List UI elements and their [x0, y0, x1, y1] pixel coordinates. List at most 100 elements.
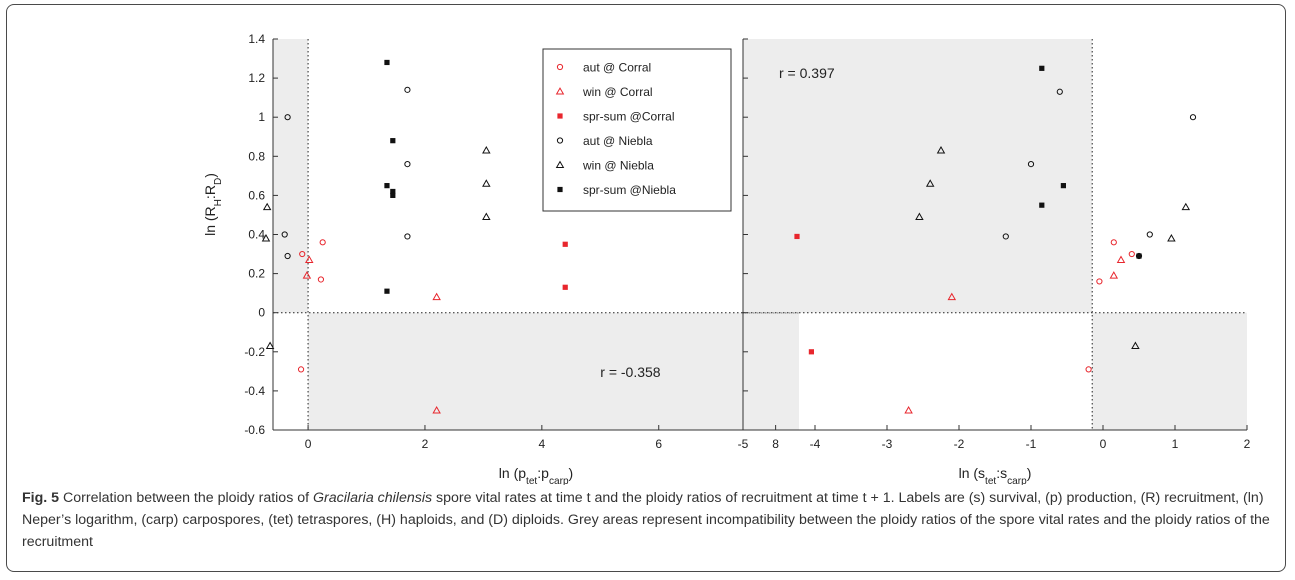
data-point	[482, 179, 491, 187]
data-point	[281, 231, 288, 238]
data-point	[302, 271, 312, 279]
x-tick-label: 8	[772, 437, 779, 451]
caption-species: Gracilaria chilensis	[313, 490, 433, 506]
x-axis-label: ln (ptet:pcarp)	[499, 465, 573, 485]
series-aut-niebla	[281, 86, 411, 260]
data-point	[1060, 183, 1066, 189]
data-point	[1146, 231, 1153, 238]
figure-caption: Fig. 5 Correlation between the ploidy ra…	[22, 487, 1282, 553]
data-point	[1002, 233, 1009, 240]
legend-label: aut @ Niebla	[583, 134, 653, 148]
y-tick-label: 0.6	[248, 188, 265, 202]
y-tick-label: -0.4	[244, 384, 265, 398]
data-point	[404, 161, 411, 168]
data-point	[925, 179, 935, 187]
legend-entry: spr-sum @Corral	[557, 110, 675, 124]
series-aut-corral	[1085, 239, 1135, 373]
legend-marker	[557, 113, 563, 119]
data-point	[1039, 202, 1045, 208]
x-tick-label: -4	[810, 437, 821, 451]
y-tick-label: 1	[258, 110, 265, 124]
chart-panel-1: 0 2 4 6 8 1.4 1.2 1 0.8 0.6 0.4 0.2 0 -0.2 -0.4 -0.6 ln …	[202, 32, 799, 485]
shaded-area-bottom-right	[308, 312, 799, 430]
data-point	[390, 188, 396, 195]
data-point	[404, 233, 411, 240]
x-tick-label: 0	[305, 437, 312, 451]
data-point	[384, 183, 390, 189]
data-point	[432, 406, 441, 414]
data-point	[1128, 250, 1135, 258]
shaded-area-bottom-right	[1092, 312, 1247, 430]
x-tick-label: -3	[882, 437, 893, 451]
shaded-area-top-left	[273, 39, 309, 313]
data-point	[1056, 88, 1063, 95]
data-point	[284, 114, 291, 121]
chart-panel-2: -5 -4 -3 -2 -1 0 1 2 ln (stet:scarp) r = 0.397	[738, 38, 1251, 485]
series-win-niebla	[261, 146, 491, 349]
series-spr-sum-corral	[562, 241, 773, 290]
x-tick-label: 0	[1100, 437, 1107, 451]
legend-box	[542, 48, 732, 212]
data-point	[936, 146, 946, 154]
legend-entry: aut @ Niebla	[556, 134, 653, 148]
legend: aut @ Corral win @ Corral spr-sum @Corral a…	[542, 48, 732, 212]
correlation-annotation: r = -0.358	[600, 364, 661, 380]
series-spr-sum-niebla	[1039, 65, 1142, 259]
data-point	[384, 59, 390, 66]
y-tick-label: 1.2	[248, 71, 265, 85]
data-point	[915, 212, 924, 220]
data-point	[1136, 253, 1142, 259]
legend-label: win @ Niebla	[582, 159, 654, 173]
y-tick-label: -0.2	[244, 345, 265, 359]
data-point	[404, 86, 411, 93]
data-point	[808, 349, 814, 355]
legend-label: spr-sum @Corral	[583, 110, 675, 124]
caption-label: Fig. 5	[22, 490, 60, 506]
data-point	[562, 284, 568, 290]
y-axis-label: ln (RH:RD)	[202, 173, 224, 236]
legend-label: spr-sum @Niebla	[583, 183, 676, 197]
data-point	[1027, 161, 1035, 168]
data-point	[947, 292, 957, 301]
data-point	[1085, 366, 1092, 373]
data-point	[261, 234, 271, 242]
legend-entry: win @ Corral	[555, 85, 653, 99]
data-point	[1039, 65, 1045, 71]
data-point	[317, 276, 325, 283]
x-tick-label: 6	[655, 437, 662, 451]
x-tick-label: 2	[1244, 437, 1251, 451]
x-axis-label: ln (stet:scarp)	[959, 465, 1032, 485]
data-point	[432, 292, 441, 301]
legend-label: aut @ Corral	[583, 61, 651, 75]
y-tick-label: 0.2	[248, 267, 265, 281]
data-point	[384, 288, 390, 294]
legend-marker	[557, 186, 563, 193]
data-point	[1110, 239, 1117, 246]
series-spr-sum-corral	[794, 233, 814, 355]
y-tick-label: 0	[258, 306, 265, 320]
x-tick-label: -2	[954, 437, 965, 451]
data-point	[904, 406, 913, 414]
data-point	[1096, 278, 1103, 285]
y-tick-label: 1.4	[248, 32, 265, 46]
data-point	[299, 250, 306, 258]
y-tick-label: 0.4	[248, 228, 265, 242]
data-point	[1181, 202, 1191, 211]
x-tick-label: 4	[539, 437, 546, 451]
legend-marker	[556, 137, 564, 144]
data-point	[304, 255, 314, 263]
figure-frame: 0 2 4 6 8 1.4 1.2 1 0.8 0.6 0.4 0.2 0 -0.2 -0.4 -0.6 ln …	[6, 4, 1286, 572]
data-point	[1189, 114, 1197, 121]
data-point	[1109, 271, 1119, 279]
x-tick-label: -1	[1026, 437, 1037, 451]
y-tick-label: 0.8	[248, 149, 265, 163]
data-point	[1116, 255, 1126, 263]
data-point	[482, 146, 491, 154]
figure-svg: 0 2 4 6 8 1.4 1.2 1 0.8 0.6 0.4 0.2 0 -0.2 -0.4 -0.6 ln …	[202, 32, 1251, 485]
data-point	[319, 239, 326, 246]
series-win-corral	[904, 255, 1126, 414]
data-point	[265, 341, 275, 349]
x-tick-label: 2	[422, 437, 429, 451]
series-win-niebla	[915, 146, 1191, 349]
legend-entry: win @ Niebla	[555, 159, 654, 173]
